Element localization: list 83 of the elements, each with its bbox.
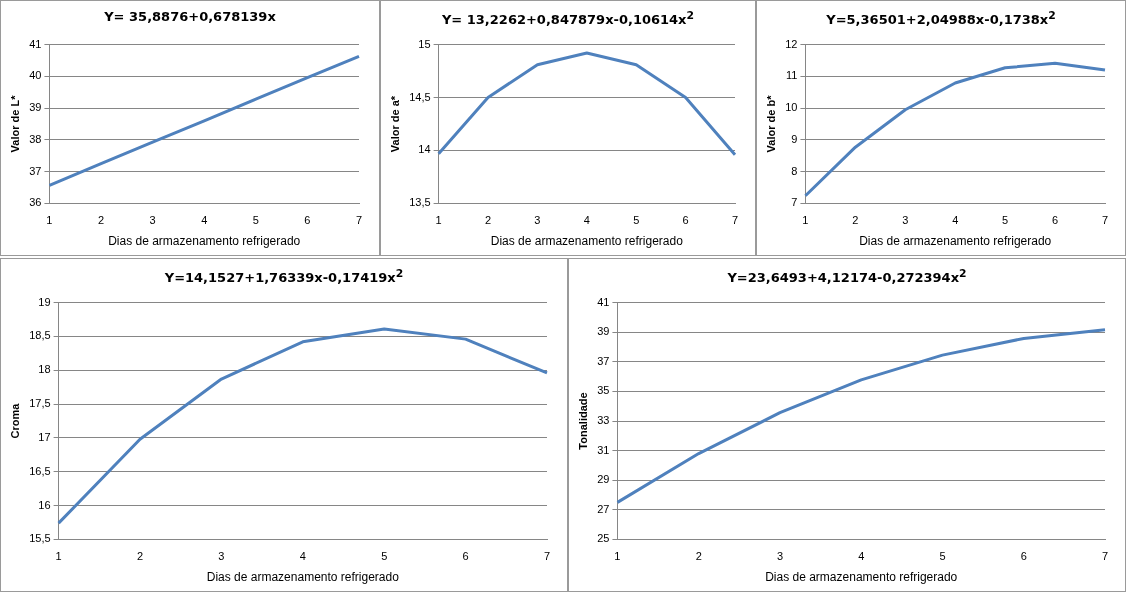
chart-title: Y=5,36501+2,04988x-0,1738x$^{2}$ [825, 9, 1057, 28]
x-tick-label: 6 [1052, 214, 1059, 227]
y-tick-label: 39 [29, 101, 42, 114]
x-tick-label: 5 [381, 550, 388, 563]
y-tick-label: 39 [597, 325, 610, 338]
x-axis-title: Dias de armazenamento refrigerado [859, 234, 1052, 249]
y-tick-label: 38 [29, 132, 42, 145]
x-tick-label: 4 [858, 550, 865, 563]
x-tick-label: 2 [852, 214, 859, 227]
y-tick-label: 25 [597, 532, 610, 545]
y-tick-label: 8 [791, 164, 798, 177]
x-axis-title: Dias de armazenamento refrigerado [765, 570, 958, 585]
x-tick-label: 7 [543, 550, 551, 563]
x-tick-label: 7 [731, 214, 739, 227]
y-tick-label: 14,5 [409, 90, 431, 103]
x-axis-title: Dias de armazenamento refrigerado [108, 234, 301, 249]
chart-title: Y=23,6493+4,12174-0,272394x$^{2}$ [726, 267, 968, 286]
x-tick-label: 2 [695, 550, 702, 563]
x-tick-label: 3 [776, 550, 784, 563]
y-tick-label: 36 [29, 196, 42, 209]
x-tick-label: 7 [1101, 550, 1109, 563]
x-tick-label: 2 [484, 214, 492, 227]
x-tick-label: 2 [97, 214, 105, 227]
y-tick-label: 11 [786, 69, 798, 82]
x-tick-label: 5 [252, 214, 259, 227]
y-axis-title: Croma [8, 402, 21, 439]
y-tick-label: 15 [418, 37, 431, 50]
y-tick-label: 41 [29, 37, 42, 50]
y-tick-label: 9 [791, 132, 798, 145]
y-tick-label: 41 [597, 295, 610, 308]
y-axis-title: Valor de b* [764, 94, 777, 153]
x-tick-label: 1 [614, 550, 621, 563]
chart-title: Y=14,1527+1,76339x-0,17419x$^{2}$ [163, 267, 405, 286]
chart-title: Y= 13,2262+0,847879x-0,10614x$^{2}$ [440, 9, 696, 28]
y-tick-label: 16 [38, 498, 51, 511]
x-tick-label: 6 [1020, 550, 1027, 563]
x-tick-label: 7 [355, 214, 363, 227]
x-tick-label: 1 [435, 214, 442, 227]
x-tick-label: 5 [1002, 214, 1009, 227]
x-tick-label: 7 [1101, 214, 1109, 227]
chart-title: Y= 35,8876+0,678139x [103, 9, 277, 24]
y-tick-label: 7 [791, 196, 798, 209]
y-tick-label: 37 [597, 354, 610, 367]
y-tick-label: 16,5 [29, 464, 51, 477]
x-tick-label: 4 [299, 550, 306, 563]
x-axis-title: Dias de armazenamento refrigerado [206, 570, 400, 585]
x-tick-label: 5 [939, 550, 946, 563]
y-axis-title: Tonalidade [576, 392, 589, 450]
y-tick-label: 40 [29, 69, 42, 82]
y-tick-label: 12 [785, 37, 798, 50]
x-tick-label: 4 [583, 214, 590, 227]
x-axis-title: Dias de armazenamento refrigerado [490, 234, 684, 249]
x-tick-label: 3 [534, 214, 541, 227]
y-tick-label: 27 [597, 502, 610, 515]
y-tick-label: 31 [597, 443, 610, 456]
x-tick-label: 3 [149, 214, 156, 227]
x-tick-label: 5 [633, 214, 640, 227]
y-tick-label: 37 [29, 164, 42, 177]
y-axis-title: Valor de a* [388, 95, 401, 153]
y-tick-label: 17,5 [29, 397, 51, 410]
y-tick-label: 10 [785, 101, 798, 114]
y-axis-title: Valor de L* [8, 94, 21, 153]
y-tick-label: 15,5 [29, 532, 51, 545]
x-tick-label: 6 [462, 550, 469, 563]
x-tick-label: 2 [136, 550, 144, 563]
x-tick-label: 4 [201, 214, 208, 227]
x-tick-label: 3 [218, 550, 225, 563]
x-tick-label: 6 [682, 214, 689, 227]
y-tick-label: 33 [597, 414, 610, 427]
y-tick-label: 18,5 [29, 329, 51, 342]
y-tick-label: 13,5 [409, 196, 431, 209]
y-tick-label: 18 [38, 363, 51, 376]
y-tick-label: 29 [597, 473, 610, 486]
x-tick-label: 1 [802, 214, 809, 227]
x-tick-label: 1 [55, 550, 62, 563]
x-tick-label: 4 [952, 214, 959, 227]
y-tick-label: 19 [38, 295, 51, 308]
y-tick-label: 35 [597, 384, 610, 397]
x-tick-label: 6 [304, 214, 311, 227]
x-tick-label: 1 [46, 214, 53, 227]
y-tick-label: 14 [418, 143, 431, 156]
y-tick-label: 17 [38, 430, 51, 443]
x-tick-label: 3 [902, 214, 909, 227]
